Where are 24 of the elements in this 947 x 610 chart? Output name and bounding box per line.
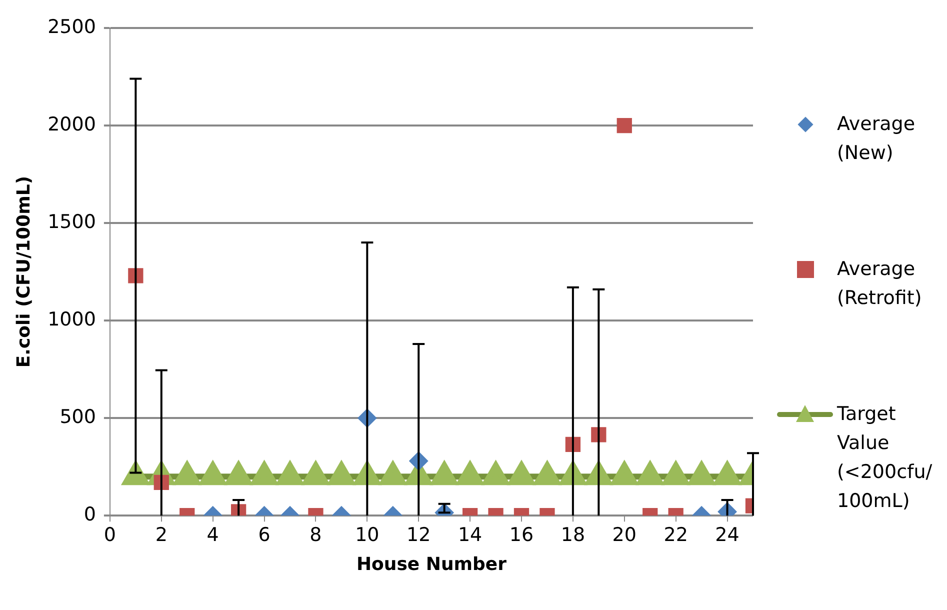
x-tick-label: 4 <box>206 524 219 546</box>
y-tick-label: 500 <box>60 406 96 428</box>
x-tick-label: 18 <box>560 524 586 546</box>
y-axis-title: E.coli (CFU/100mL) <box>13 176 34 368</box>
x-tick-label: 2 <box>155 524 168 546</box>
x-tick-label: 14 <box>458 524 482 546</box>
legend-label: Average (Retrofit) <box>837 257 923 311</box>
legend-label: Target Value (<200cfu/ 100mL) <box>837 402 934 514</box>
y-tick-label: 2500 <box>48 16 96 38</box>
x-tick-label: 22 <box>664 524 688 546</box>
x-tick-label: 0 <box>104 524 116 546</box>
x-tick-label: 12 <box>406 524 431 546</box>
legend-label: Average (New) <box>837 112 916 166</box>
x-tick-label: 10 <box>355 524 380 546</box>
y-tick-label: 2000 <box>48 113 96 136</box>
y-tick-label: 1000 <box>48 308 96 330</box>
x-tick-label: 8 <box>310 524 322 546</box>
x-tick-label: 24 <box>715 524 740 546</box>
x-tick-label: 6 <box>258 524 270 546</box>
x-tick-label: 16 <box>509 524 534 546</box>
x-axis-title: House Number <box>356 554 507 575</box>
y-tick-label: 0 <box>84 504 96 526</box>
x-tick-label: 20 <box>612 524 636 546</box>
y-tick-label: 1500 <box>48 210 96 233</box>
